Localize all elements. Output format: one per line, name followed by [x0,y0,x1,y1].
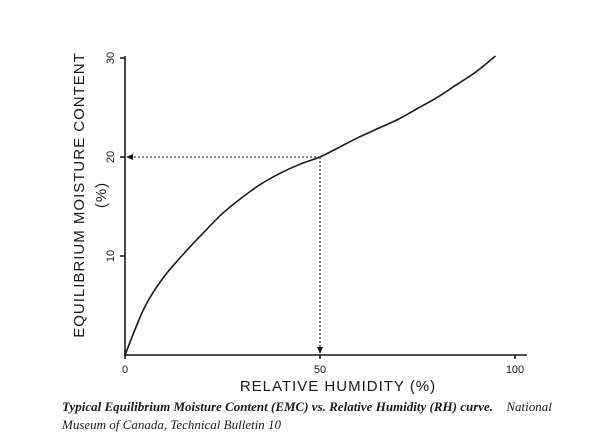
x-axis-label: RELATIVE HUMIDITY (%) [240,378,436,395]
guide-lines [126,154,323,354]
y-axis-unit: (%) [93,182,110,208]
caption-source: National Museum of Canada, Technical Bul… [62,399,552,432]
figure-caption: Typical Equilibrium Moisture Content (EM… [62,398,582,434]
y-axis-label: EQUILIBRIUM MOISTURE CONTENT [71,52,88,338]
y-tick-label: 30 [105,52,117,64]
horizontal-guide-arrow [126,154,133,160]
y-tick-label: 10 [105,250,117,262]
y-axis-label-group: EQUILIBRIUM MOISTURE CONTENT [71,52,88,338]
x-tick-label: 0 [122,364,128,376]
caption-title: Typical Equilibrium Moisture Content (EM… [62,399,494,414]
vertical-guide-arrow [317,347,323,354]
emc-chart: 10 20 30 0 50 100 RELATIVE HUMIDITY (%) EQUIL… [71,52,527,395]
chart-axes [120,56,527,359]
chart-series [124,55,497,356]
tick-labels: 10 20 30 0 50 100 [105,52,524,376]
y-tick-label: 20 [105,151,117,163]
x-tick-label: 50 [314,364,326,376]
y-axis-unit-group: (%) [93,182,110,208]
emc-curve [124,55,497,356]
x-tick-label: 100 [506,364,524,376]
